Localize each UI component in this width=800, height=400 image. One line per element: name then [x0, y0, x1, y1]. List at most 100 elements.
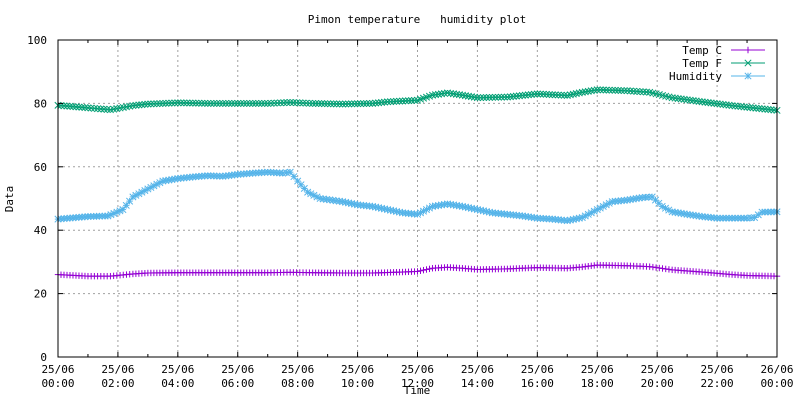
data-point: [231, 99, 239, 107]
series-points-temp-f: [54, 86, 781, 114]
data-point: [636, 88, 644, 96]
data-point: [380, 98, 389, 106]
data-point: [299, 99, 307, 107]
data-point: [752, 104, 760, 112]
data-point: [455, 91, 463, 99]
legend-item-humidity: Humidity: [669, 70, 765, 83]
data-point: [309, 99, 317, 107]
x-tick-label-date: 25/06: [341, 363, 374, 376]
data-point: [290, 173, 298, 181]
data-point: [716, 100, 724, 108]
x-tick-label-time: 18:00: [581, 377, 614, 390]
data-point: [252, 99, 260, 107]
data-point: [135, 101, 143, 109]
data-point: [740, 103, 748, 111]
data-point: [348, 100, 356, 108]
y-tick-label: 80: [34, 97, 47, 110]
data-point: [551, 91, 559, 99]
data-point: [336, 100, 344, 108]
data-point: [476, 94, 484, 102]
data-point: [201, 99, 209, 107]
data-point: [144, 100, 152, 108]
data-point: [701, 98, 709, 106]
data-point: [764, 105, 772, 113]
series-temp-c: [54, 261, 781, 280]
data-point: [333, 100, 341, 108]
x-tick-label-time: 16:00: [521, 377, 554, 390]
data-point: [686, 96, 694, 104]
data-point: [593, 86, 601, 94]
x-tick-label-date: 25/06: [101, 363, 134, 376]
data-point: [357, 100, 365, 108]
data-point: [315, 99, 323, 108]
data-point: [473, 94, 481, 102]
data-point: [392, 97, 401, 105]
data-point: [557, 91, 565, 99]
x-tick-label-time: 08:00: [281, 377, 314, 390]
data-point: [539, 90, 547, 98]
data-point: [749, 104, 757, 112]
data-point: [440, 89, 449, 97]
data-point: [351, 100, 359, 108]
data-point: [174, 99, 182, 107]
data-point: [630, 87, 638, 95]
data-point: [228, 99, 236, 107]
data-point: [386, 98, 395, 106]
data-point: [728, 102, 736, 110]
x-tick-label-date: 25/06: [581, 363, 614, 376]
data-point: [75, 103, 83, 111]
data-point: [103, 105, 111, 114]
data-point: [746, 103, 754, 112]
data-point: [509, 92, 517, 100]
data-point: [479, 94, 487, 102]
data-point: [750, 213, 759, 222]
data-point: [602, 86, 610, 94]
data-point: [515, 92, 523, 100]
y-tick-label: 100: [27, 34, 47, 47]
data-point: [497, 93, 505, 101]
data-point: [258, 99, 266, 107]
data-point: [503, 93, 511, 101]
data-point: [560, 91, 568, 99]
data-point: [372, 99, 380, 107]
data-point: [734, 102, 742, 110]
data-point: [683, 96, 691, 104]
data-point: [599, 86, 607, 94]
data-point: [554, 91, 562, 99]
data-point: [324, 100, 332, 108]
data-point: [243, 99, 251, 107]
data-point: [602, 201, 610, 209]
x-tick-label-date: 25/06: [221, 363, 254, 376]
data-point: [725, 101, 733, 109]
data-point: [398, 97, 407, 105]
data-point: [632, 195, 640, 203]
data-point: [458, 91, 466, 99]
data-point: [312, 99, 320, 108]
data-point: [401, 97, 410, 105]
data-point: [758, 105, 766, 113]
data-point: [446, 89, 455, 97]
data-point: [464, 92, 472, 100]
data-point: [375, 99, 383, 107]
data-point: [354, 100, 362, 108]
data-point: [63, 102, 71, 110]
data-point: [494, 93, 502, 101]
data-point: [674, 209, 682, 217]
data-point: [156, 179, 164, 187]
data-point: [695, 97, 703, 105]
data-point: [342, 100, 350, 108]
data-point: [530, 90, 538, 98]
data-point: [620, 87, 628, 95]
x-tick-label: 25/06 20:00: [641, 363, 674, 390]
data-point: [276, 99, 285, 107]
data-point: [177, 99, 185, 107]
data-point: [395, 97, 404, 105]
data-point: [162, 99, 170, 107]
data-point: [710, 99, 718, 107]
data-point: [66, 102, 74, 110]
data-point: [434, 90, 443, 98]
legend-label: Humidity: [669, 70, 722, 83]
data-point: [482, 93, 490, 102]
data-point: [713, 100, 721, 108]
